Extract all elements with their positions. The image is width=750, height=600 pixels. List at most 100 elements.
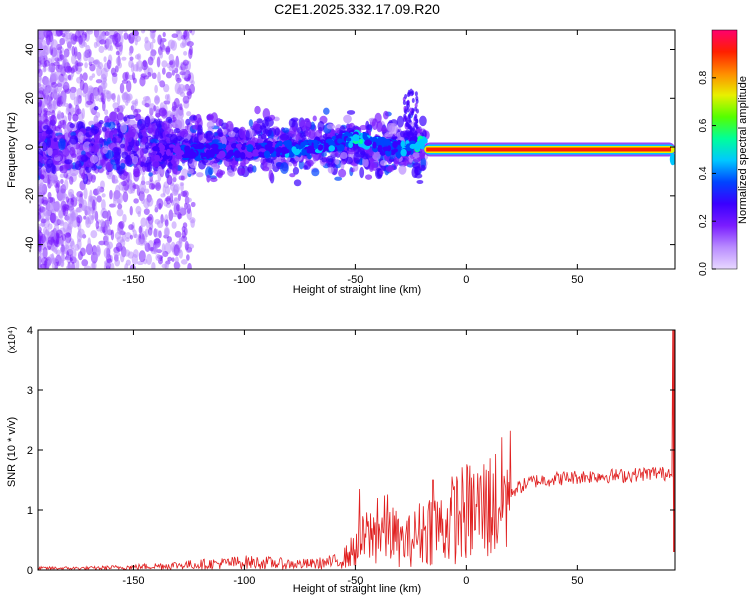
- spectrogram-point: [184, 138, 189, 144]
- spectrogram-point: [115, 184, 121, 197]
- snr-series-line: [38, 330, 675, 570]
- spectrogram-point: [268, 114, 276, 121]
- spectrogram-point: [374, 112, 382, 124]
- spectrogram-point: [93, 115, 99, 125]
- spectrogram-panel: -150 -100 -50 0 50 -40 -20 0 20 40 Height of str…: [6, 29, 676, 296]
- spectrogram-point: [128, 32, 135, 44]
- spectrogram-point: [42, 67, 47, 73]
- spectrogram-x-ticks: -150 -100 -50 0 50: [122, 30, 583, 286]
- spectrogram-point: [104, 223, 111, 234]
- ridge-point: [377, 144, 383, 152]
- spectrogram-point: [99, 39, 107, 45]
- spectrogram-point: [123, 249, 131, 257]
- spectrogram-point: [81, 259, 89, 267]
- ridge-point: [222, 143, 227, 149]
- spectrogram-point: [187, 88, 192, 100]
- spectrogram-point: [38, 84, 45, 91]
- spectrogram-point: [69, 213, 74, 225]
- spectrogram-point: [104, 122, 111, 128]
- flare-point: [409, 107, 413, 113]
- spectrogram-point: [83, 50, 91, 58]
- spectrogram-point: [64, 179, 69, 191]
- spectrogram-point: [133, 168, 140, 174]
- spectrogram-point: [268, 169, 274, 181]
- spectrogram-point: [151, 183, 155, 190]
- spectrogram-point: [39, 252, 44, 260]
- spectrogram-point: [162, 32, 166, 38]
- spectrogram-point: [206, 121, 215, 129]
- spectrogram-point: [122, 213, 127, 223]
- spectrogram-point: [93, 41, 98, 49]
- spectrogram-point: [122, 30, 129, 33]
- spectrogram-point: [180, 259, 188, 265]
- spectrogram-point: [67, 111, 72, 122]
- spectrogram-point: [84, 62, 88, 69]
- x-tick-label: -50: [347, 274, 363, 286]
- spectrogram-point: [47, 147, 53, 157]
- spectrogram-point: [265, 157, 274, 163]
- ridge-point: [352, 134, 360, 142]
- ridge-point: [205, 149, 211, 157]
- spectrogram-point: [195, 113, 202, 124]
- spectrogram-point: [228, 130, 236, 138]
- spectrogram-point: [140, 217, 147, 227]
- spectrogram-point: [248, 119, 254, 127]
- spectrogram-point: [185, 197, 192, 203]
- spectrogram-point: [79, 79, 85, 91]
- spectrogram-point: [118, 229, 125, 236]
- spectrogram-point: [165, 133, 173, 138]
- spectrogram-point: [93, 89, 97, 100]
- spectrogram-point: [50, 81, 58, 88]
- ridge-point: [393, 148, 398, 153]
- spectrogram-point: [44, 210, 52, 221]
- spectrogram-point: [289, 173, 296, 178]
- spectrogram-point: [44, 94, 50, 107]
- line-end: [669, 153, 675, 166]
- spectrogram-point: [105, 90, 112, 100]
- spectrogram-point: [180, 182, 184, 192]
- spectrogram-point: [136, 185, 140, 192]
- spectrogram-point: [78, 203, 83, 208]
- spectrogram-point: [165, 45, 171, 55]
- y-tick-label: 0: [24, 144, 36, 150]
- spectrogram-point: [197, 133, 203, 142]
- spectrogram-point: [173, 244, 180, 257]
- flare-point: [411, 97, 415, 103]
- x-tick-label: -100: [233, 575, 255, 587]
- spectrogram-point: [62, 73, 69, 81]
- spectrogram-point: [83, 265, 92, 269]
- spectrogram-point: [113, 195, 117, 208]
- ridge-point: [395, 150, 403, 158]
- spectrogram-point: [115, 242, 123, 252]
- colorbar: 0.0 0.2 0.4 0.6 0.8 Normalized spectral ampl…: [698, 29, 749, 276]
- spectrogram-point: [70, 33, 78, 45]
- spectrogram-point: [164, 219, 169, 227]
- spectrogram-point: [147, 71, 152, 78]
- spectrogram-point: [101, 126, 107, 132]
- spectrogram-point: [111, 72, 118, 78]
- spectrogram-point: [175, 263, 181, 269]
- spectrogram-point: [126, 80, 132, 93]
- colorbar-gradient: [712, 30, 737, 269]
- spectrogram-point: [89, 155, 99, 164]
- y-tick-label: 20: [24, 92, 36, 104]
- spectrogram-point: [171, 69, 175, 76]
- spectrogram-point: [419, 115, 427, 127]
- spectrogram-point: [292, 161, 298, 167]
- spectrogram-point: [87, 237, 92, 250]
- spectrogram-point: [149, 219, 153, 230]
- spectrogram-point: [53, 137, 58, 142]
- spectrogram-point: [101, 199, 106, 211]
- spectrogram-point: [54, 126, 61, 132]
- spectrogram-point: [247, 164, 254, 174]
- ridge-point: [300, 141, 306, 148]
- spectrogram-point: [41, 196, 49, 206]
- spectrogram-point: [134, 37, 138, 46]
- ridge-point: [193, 144, 201, 150]
- spectrogram-point: [127, 145, 132, 152]
- spectrogram-point: [179, 128, 189, 138]
- spectrogram-point: [53, 61, 60, 67]
- spectrogram-point: [85, 30, 93, 33]
- ridge-point: [264, 144, 271, 151]
